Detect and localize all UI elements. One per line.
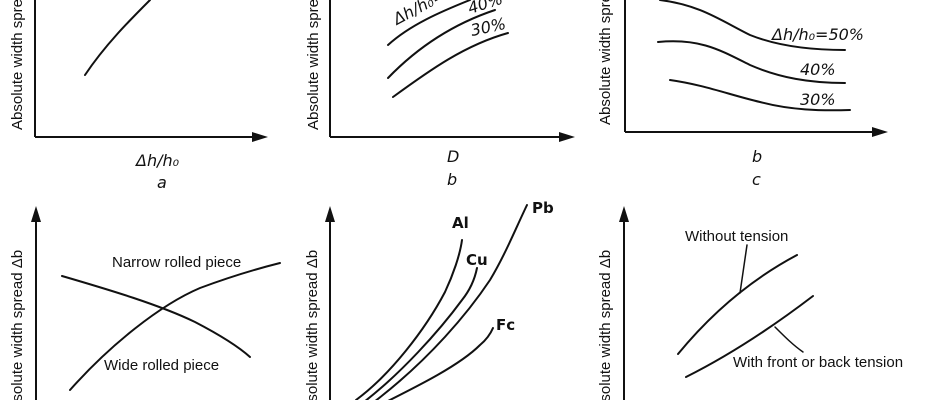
panel-c-curve-40 [657, 40, 846, 84]
panel-b-x-label: D [447, 147, 459, 166]
panel-e: Absolute width spread Δb Al Cu Pb Fc [304, 199, 554, 400]
panel-c-caption: c [752, 170, 761, 189]
panel-c-label-50: Δh/h₀=50% [770, 25, 864, 44]
panel-b-curve-50 [387, 0, 471, 46]
panel-f-y-arrow [619, 206, 629, 222]
panel-e-curve-al [355, 239, 463, 400]
panel-c-label-30: 30% [800, 90, 836, 109]
panel-a-curve [84, 0, 151, 76]
panel-c-curve-30 [669, 79, 851, 112]
panel-a-caption: a [157, 173, 167, 192]
panel-f-curve-with-tension [685, 295, 814, 378]
panel-b-curve-40 [387, 9, 496, 79]
panel-e-label-al: Al [452, 214, 469, 232]
panel-c-label-40: 40% [800, 60, 836, 79]
panel-c-x-arrow [872, 127, 888, 137]
panel-a-x-label: Δh/h₀ [134, 151, 180, 170]
panel-f-leader-with [774, 326, 804, 353]
panel-c-y-axis-label: Absolute width spread Δb [597, 0, 614, 125]
panel-d-y-axis-label: Absolute width spread Δb [9, 250, 26, 400]
panel-e-label-pb: Pb [532, 199, 554, 217]
panel-e-label-cu: Cu [466, 251, 488, 269]
panel-b-y-axis-label: Absolute width spread Δb [305, 0, 322, 130]
panel-d-label-wide: Wide rolled piece [104, 357, 219, 374]
panel-b: Absolute width spread Δb Δh/h₀=50% 40% 3… [305, 0, 575, 189]
panel-f-leader-without [739, 244, 748, 294]
panel-d-curve-wide [61, 275, 251, 358]
panel-f-curve-without-tension [677, 254, 798, 355]
panel-d: Absolute width spread Δb Narrow rolled p… [9, 206, 281, 400]
panel-a: Absolute width spread Δb Δh/h₀ a [9, 0, 268, 192]
panel-e-curve-cu [364, 267, 478, 400]
panel-b-curve-30 [392, 32, 509, 98]
panel-f-label-with: With front or back tension [733, 354, 903, 371]
panel-d-curve-narrow [69, 262, 281, 391]
panel-c: Absolute width spread Δb Δh/h₀=50% 40% 3… [597, 0, 888, 189]
panel-f-label-without: Without tension [685, 228, 788, 245]
panel-f-y-axis-label: Absolute width spread Δb [597, 250, 614, 400]
panel-c-curve-50 [659, 0, 846, 51]
panel-b-x-arrow [559, 132, 575, 142]
panel-c-x-label: b [752, 147, 762, 166]
panel-e-y-arrow [325, 206, 335, 222]
panel-d-label-narrow: Narrow rolled piece [112, 254, 241, 271]
panel-e-curve-pb [374, 204, 528, 400]
panel-d-y-arrow [31, 206, 41, 222]
panel-a-x-arrow [252, 132, 268, 142]
panel-a-y-axis-label: Absolute width spread Δb [9, 0, 26, 130]
panel-e-label-fc: Fc [496, 316, 515, 334]
panel-e-curve-fc [387, 327, 494, 400]
panel-e-y-axis-label: Absolute width spread Δb [304, 250, 321, 400]
panel-f: Absolute width spread Δb Without tension… [597, 206, 903, 400]
panel-b-caption: b [447, 170, 457, 189]
